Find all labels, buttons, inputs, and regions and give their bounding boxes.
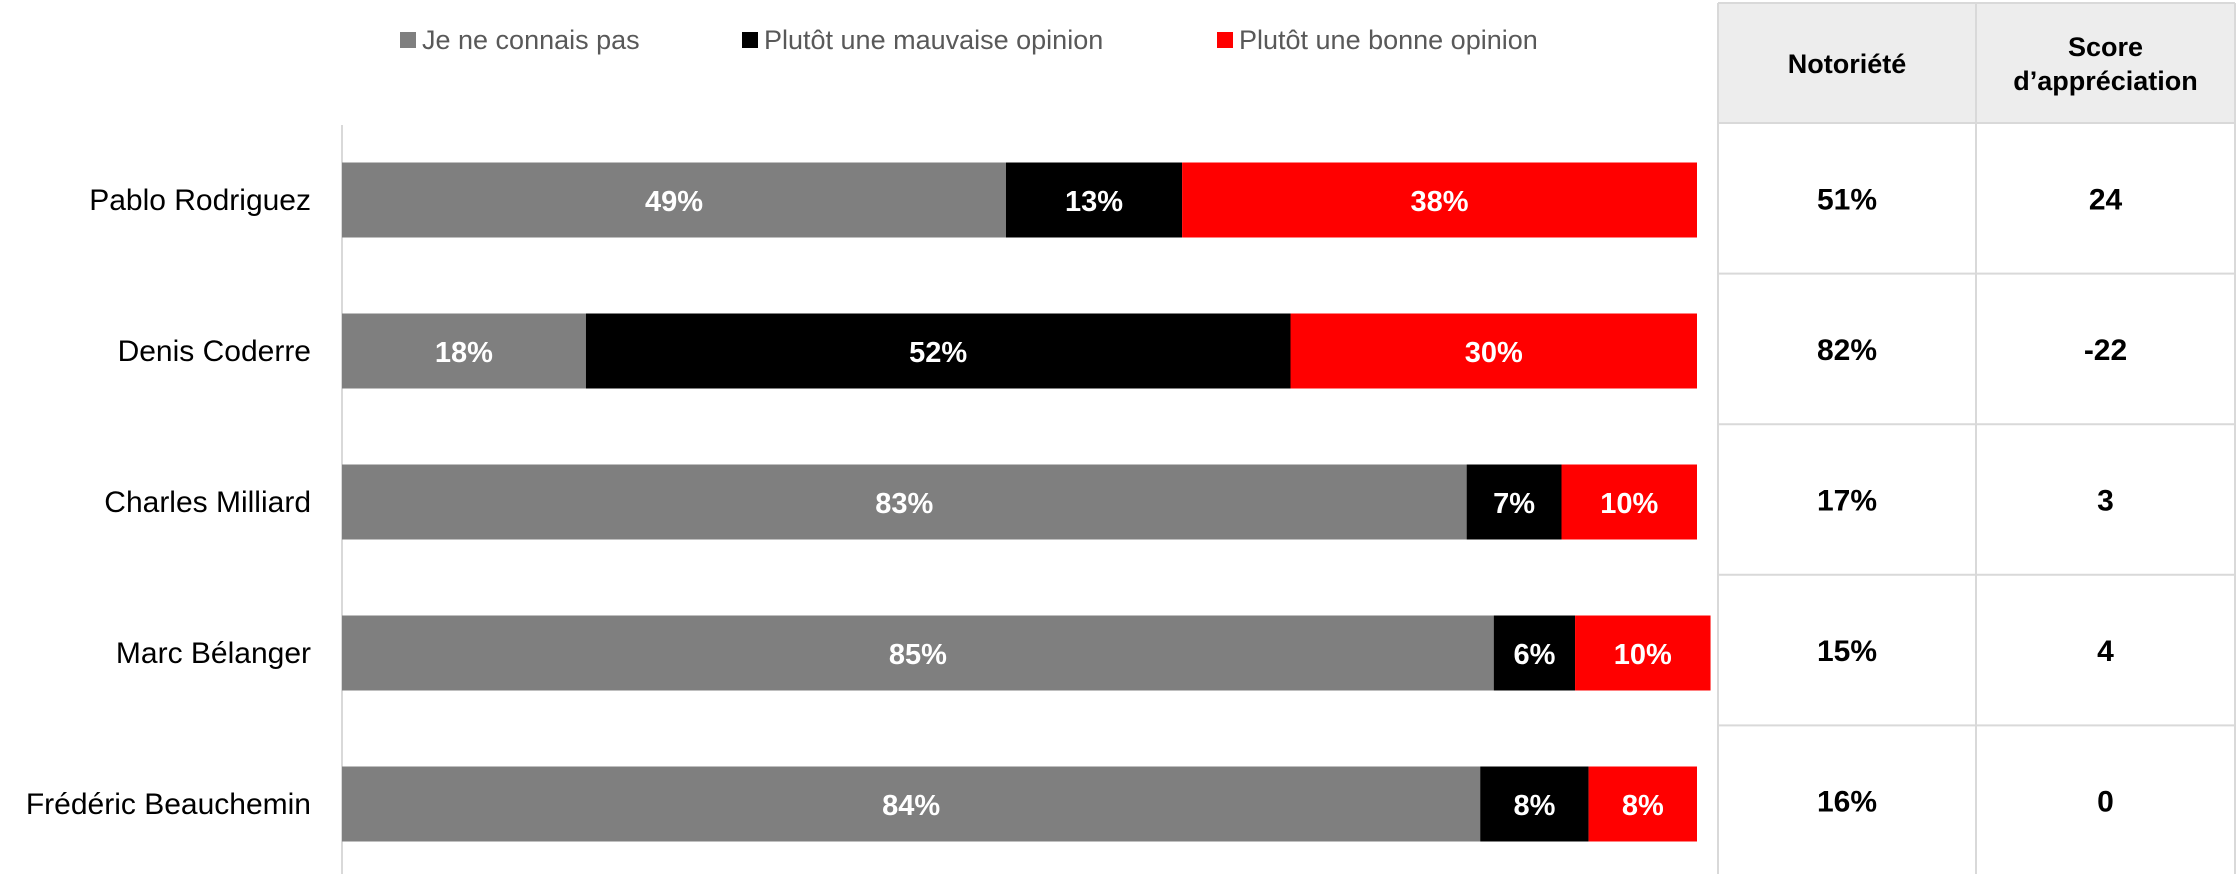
bar-segment <box>1493 615 1576 691</box>
data-label: 18% <box>435 337 493 369</box>
legend-swatch <box>742 32 758 48</box>
bar-labels: 49% 13% 38% 18% 52% 30% 83% 7% 10% 85% 6% 10% 84% 8% 8… <box>435 186 1672 822</box>
table-header-label: Notoriété <box>1788 49 1907 79</box>
legend-swatch <box>1217 32 1233 48</box>
summary-table: Notoriété Score d’appréciation 51% 24 82% -22 1… <box>1717 2 2236 874</box>
data-label: 83% <box>875 488 933 520</box>
bar-segment <box>1290 313 1697 389</box>
table-cell: 4 <box>2097 635 2114 668</box>
table-header-label: Score <box>2068 32 2143 62</box>
bars <box>342 162 1711 842</box>
table-cell: 3 <box>2097 485 2114 518</box>
bar-segment <box>1005 162 1183 238</box>
bar-segment <box>342 464 1467 540</box>
category-label: Charles Milliard <box>104 486 311 519</box>
table-cell: 0 <box>2097 786 2114 819</box>
category-label: Marc Bélanger <box>116 637 311 670</box>
data-label: 13% <box>1065 186 1123 218</box>
bar-segment <box>342 313 586 389</box>
category-label: Denis Coderre <box>118 335 311 368</box>
bar-segment <box>1561 464 1697 540</box>
table-header-cell <box>1976 3 2235 123</box>
table-cell: 15% <box>1817 635 1877 668</box>
bar-segment <box>342 162 1006 238</box>
data-label: 52% <box>909 337 967 369</box>
data-label: 30% <box>1465 337 1523 369</box>
legend-swatch <box>400 32 416 48</box>
data-label: 10% <box>1600 488 1658 520</box>
bar-segment <box>585 313 1291 389</box>
bar-segment <box>342 615 1494 691</box>
bar-segment <box>1182 162 1697 238</box>
data-label: 8% <box>1513 790 1555 822</box>
table-cell: 24 <box>2089 183 2123 216</box>
data-label: 49% <box>645 186 703 218</box>
category-labels: Pablo Rodriguez Denis Coderre Charles Mill… <box>26 184 311 821</box>
table-header-cell <box>1718 3 1976 123</box>
table-cell: -22 <box>2084 334 2127 367</box>
bar-segment <box>1480 766 1589 842</box>
bar-segment <box>342 766 1481 842</box>
data-label: 84% <box>882 790 940 822</box>
data-label: 8% <box>1622 790 1664 822</box>
bar-segment <box>1575 615 1711 691</box>
bar-segment <box>1588 766 1697 842</box>
data-label: 38% <box>1411 186 1469 218</box>
legend-label: Plutôt une bonne opinion <box>1239 25 1538 55</box>
legend: Je ne connais pas Plutôt une mauvaise opi… <box>400 25 1538 55</box>
table-cell: 16% <box>1817 786 1877 819</box>
table-cell: 82% <box>1817 334 1877 367</box>
data-label: 85% <box>889 639 947 671</box>
data-label: 7% <box>1493 488 1535 520</box>
table-cell: 51% <box>1817 183 1877 216</box>
category-label: Frédéric Beauchemin <box>26 788 311 821</box>
data-label: 6% <box>1513 639 1555 671</box>
table-cell: 17% <box>1817 485 1877 518</box>
category-label: Pablo Rodriguez <box>89 184 311 217</box>
bar-segment <box>1466 464 1562 540</box>
legend-label: Plutôt une mauvaise opinion <box>764 25 1103 55</box>
legend-label: Je ne connais pas <box>422 25 640 55</box>
table-header-label: d’appréciation <box>2013 66 2198 96</box>
data-label: 10% <box>1614 639 1672 671</box>
